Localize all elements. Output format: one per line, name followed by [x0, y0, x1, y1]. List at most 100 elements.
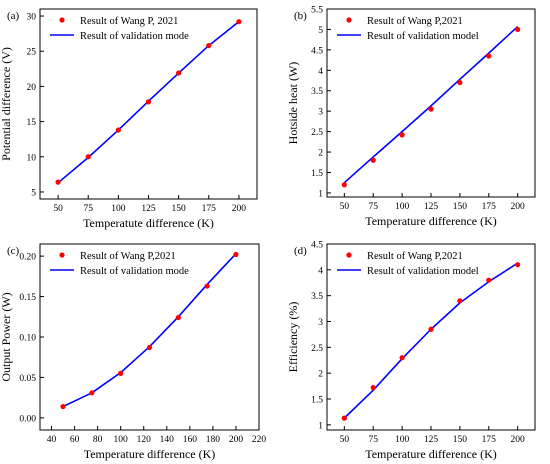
data-point	[233, 251, 239, 258]
y-tick-label: 5	[318, 26, 323, 36]
legend-marker	[346, 17, 352, 23]
legend-entry: Result of Wang P,2021	[367, 251, 463, 262]
legend-marker	[59, 252, 65, 258]
y-tick-label: 30	[27, 13, 37, 23]
x-tick-label: 200	[232, 204, 247, 214]
x-tick-label: 50	[340, 202, 350, 212]
x-tick-label: 100	[114, 435, 129, 445]
x-tick-label: 40	[47, 435, 57, 445]
data-point	[145, 99, 152, 105]
data-point	[457, 79, 463, 86]
y-tick-label: 0.05	[19, 374, 36, 384]
data-point	[55, 179, 61, 185]
data-point	[428, 106, 434, 112]
x-axis-label: Temperature difference (K)	[365, 214, 497, 228]
x-axis-label: Temperature difference (K)	[84, 447, 216, 461]
data-point	[341, 182, 347, 188]
legend-entry: Result of validation mode	[80, 266, 189, 277]
y-tick-label: 0.15	[19, 293, 36, 303]
x-tick-label: 175	[202, 204, 217, 214]
panel-label: (a)	[7, 10, 20, 22]
y-tick-label: 2	[318, 370, 323, 380]
y-tick-label: 1	[318, 421, 323, 431]
series-line	[343, 25, 519, 184]
x-tick-label: 75	[83, 204, 93, 214]
data-point	[370, 157, 376, 163]
panel-label: (c)	[7, 245, 20, 257]
y-tick-label: 0.00	[19, 414, 36, 424]
x-tick-label: 180	[206, 435, 221, 445]
legend-entry: Result of validation model	[367, 266, 479, 277]
x-tick-label: 200	[511, 435, 526, 445]
y-tick-label: 5	[31, 188, 36, 198]
x-tick-label: 60	[70, 435, 80, 445]
x-tick-label: 100	[395, 202, 410, 212]
y-tick-label: 4	[318, 67, 323, 77]
y-tick-label: 20	[27, 83, 37, 93]
y-axis-label: Efficiency (%)	[286, 302, 300, 373]
x-tick-label: 50	[53, 204, 63, 214]
x-tick-label: 150	[453, 435, 468, 445]
data-point	[341, 415, 347, 421]
data-point	[89, 390, 95, 396]
legend-entry: Result of validation mode	[80, 31, 189, 42]
x-axis-label: Temperatute difference (K)	[83, 216, 214, 230]
x-tick-label: 175	[482, 202, 497, 212]
chart-panel-2: 50 75 100 125 150 175 200 1 1.5 2 2.5 3 3.5 4 4.5 5 5.5 T…	[286, 6, 536, 228]
y-tick-label: 4.5	[311, 241, 323, 251]
x-tick-label: 80	[93, 435, 103, 445]
x-tick-label: 50	[340, 435, 350, 445]
series-line	[343, 262, 519, 419]
data-point	[486, 53, 492, 59]
y-tick-label: 4.5	[311, 46, 323, 56]
data-point	[370, 385, 376, 391]
x-tick-label: 175	[482, 435, 497, 445]
data-point	[176, 70, 182, 76]
data-point	[206, 42, 212, 49]
legend-entry: Result of Wang P,2021	[367, 16, 463, 27]
legend-marker	[59, 17, 65, 23]
y-tick-label: 4	[318, 266, 323, 276]
legend-marker	[346, 252, 352, 258]
data-point	[428, 326, 434, 332]
y-tick-label: 1.5	[311, 396, 323, 406]
y-tick-label: 3	[318, 318, 323, 328]
data-point	[457, 298, 463, 304]
data-point	[399, 132, 405, 138]
data-point	[85, 154, 91, 160]
y-tick-label: 1	[318, 189, 323, 199]
data-point	[146, 344, 153, 351]
data-point	[60, 403, 66, 410]
y-axis-label: Hotside heat (W)	[286, 62, 300, 145]
chart-panel-3: 40 60 80 100 120 140 160 180 200 220 0.00 0.05 0.10 0…	[0, 243, 266, 461]
data-point	[399, 355, 405, 361]
data-point	[118, 370, 124, 376]
data-point	[115, 127, 121, 133]
chart-panel-1: 50 75 100 125 150 175 200 5 10 15 20 25 30 Temperatut…	[0, 8, 258, 230]
y-tick-label: 15	[27, 118, 37, 128]
panel-label: (d)	[294, 245, 307, 257]
x-tick-label: 75	[368, 202, 378, 212]
y-tick-label: 1.5	[311, 169, 323, 179]
data-point	[236, 19, 242, 25]
x-tick-label: 160	[183, 435, 198, 445]
y-tick-label: 25	[27, 48, 37, 58]
legend-entry: Result of validation model	[367, 31, 479, 42]
y-tick-label: 10	[27, 153, 37, 163]
legend-entry: Result of Wang P, 2021	[80, 16, 178, 27]
data-point	[515, 262, 521, 268]
y-tick-label: 3.5	[311, 87, 323, 97]
y-tick-label: 3	[318, 108, 323, 118]
data-point	[515, 26, 521, 33]
x-tick-label: 150	[453, 202, 468, 212]
panel-label: (b)	[294, 10, 307, 22]
y-tick-label: 2.5	[311, 344, 323, 354]
data-point	[175, 314, 181, 321]
y-axis-label: Potential difference (V)	[0, 47, 13, 161]
x-tick-label: 75	[368, 435, 378, 445]
y-tick-label: 0.10	[19, 334, 36, 344]
x-tick-label: 120	[137, 435, 152, 445]
x-tick-label: 150	[172, 204, 187, 214]
x-tick-label: 200	[511, 202, 526, 212]
